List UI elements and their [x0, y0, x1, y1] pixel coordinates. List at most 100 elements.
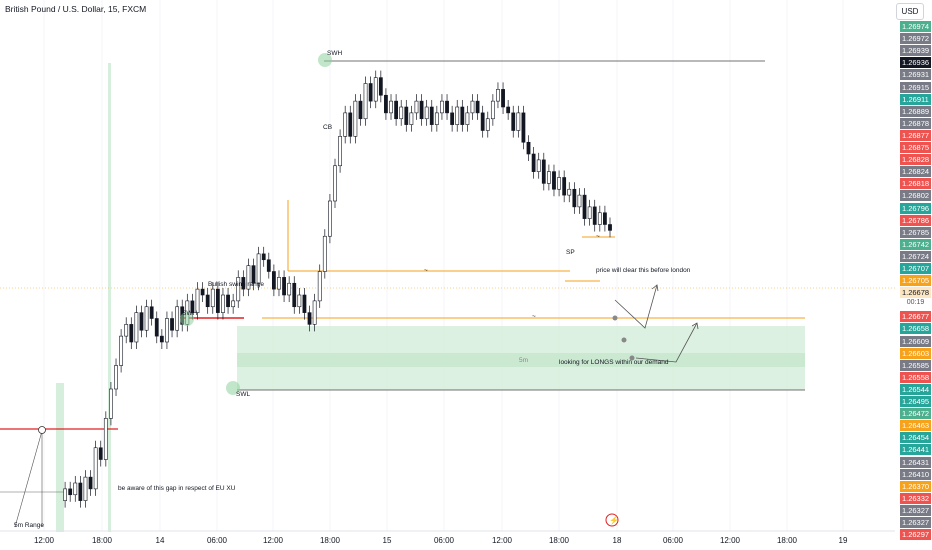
time-axis-label: 15	[382, 536, 392, 545]
candle-body	[440, 100, 444, 114]
candle-body	[200, 288, 205, 296]
price-axis-label: 1.26802	[900, 190, 931, 202]
time-axis-label: 12:00	[262, 536, 284, 545]
price-axis-label: 1.26939	[900, 45, 931, 57]
candle-body	[195, 288, 200, 313]
tilde-1: ~	[424, 267, 428, 274]
candle-body	[251, 265, 256, 284]
candle-body	[68, 488, 73, 496]
candle-body	[536, 159, 541, 172]
price-axis-label: 1.26495	[900, 396, 931, 407]
price-clear-label: price will clear this before london	[596, 267, 691, 274]
candle-body	[572, 188, 577, 208]
candle-body	[333, 165, 337, 202]
candle-body	[496, 89, 500, 102]
candles	[63, 70, 612, 508]
price-axis-label: 1.26911	[900, 93, 931, 105]
candle-body	[608, 224, 612, 231]
price-axis-label: 1.26544	[900, 383, 931, 395]
candle-body	[221, 294, 225, 313]
candle-body	[389, 100, 393, 114]
time-axis-label: 06:00	[433, 536, 455, 545]
candle-body	[348, 112, 353, 137]
price-axis-label: 1.26889	[900, 105, 931, 117]
candle-body	[159, 335, 164, 343]
swl-circle	[226, 381, 240, 395]
candle-body	[475, 100, 480, 114]
price-axis-label: 1.26431	[900, 456, 931, 468]
price-axis-label: 1.26603	[900, 347, 931, 359]
price-axis-label: 1.26936	[900, 57, 931, 69]
candle-body	[124, 324, 129, 337]
price-axis-label: 1.26677	[900, 311, 931, 323]
candle-body	[149, 306, 154, 319]
candle-body	[353, 100, 358, 137]
projection-arrow-1	[614, 284, 658, 329]
candle-body	[282, 277, 286, 296]
replay-icon[interactable]	[605, 513, 619, 527]
price-axis-label: 1.26558	[900, 371, 931, 383]
range-label: 5m Range	[14, 522, 44, 529]
candle-body	[378, 77, 383, 96]
candle-body	[338, 136, 342, 167]
price-axis-label: 1.26463	[900, 420, 931, 432]
projection-arrow-1-head	[651, 284, 659, 292]
candle-body	[419, 100, 424, 120]
candle-body	[292, 282, 297, 308]
candle-body	[404, 106, 409, 125]
candle-body	[134, 312, 139, 343]
price-axis-label: 1.26878	[900, 117, 931, 129]
session-highlight-2	[108, 63, 111, 532]
price-axis-label: 1.26974	[900, 21, 931, 32]
candle-body	[490, 100, 495, 120]
price-axis-label: 1.26915	[900, 81, 931, 93]
price-axis-label: 1.26454	[900, 432, 931, 444]
candle-body	[119, 335, 124, 366]
swh-top-label: SWH	[327, 50, 343, 57]
candle-body	[521, 112, 526, 143]
price-axis-label: 1.26724	[900, 250, 931, 262]
candle-body	[246, 265, 251, 290]
time-axis-label: 12:00	[719, 536, 741, 545]
bullish-swing-range-label: Bullish swing range	[208, 281, 265, 288]
price-countdown: 00:19	[906, 299, 925, 307]
candle-body	[577, 194, 582, 208]
candle-body	[445, 100, 449, 114]
measure-line	[14, 430, 43, 528]
candle-body	[190, 300, 195, 313]
candle-body	[465, 112, 470, 125]
time-axis-label: 18	[612, 536, 622, 545]
price-chart[interactable]: ⚡	[0, 0, 895, 532]
candle-body	[455, 106, 460, 125]
candle-body	[256, 253, 261, 284]
candle-body	[266, 259, 271, 272]
candle-body	[165, 318, 169, 343]
candle-body	[297, 294, 302, 308]
candle-body	[384, 94, 388, 114]
zone-marker-2	[621, 337, 627, 343]
candle-body	[343, 112, 348, 137]
candle-body	[562, 177, 567, 196]
candle-body	[429, 106, 434, 125]
swh-left-circle	[180, 312, 194, 326]
time-axis-label: 18:00	[776, 536, 798, 545]
price-axis-label: 1.26327	[900, 504, 931, 516]
tilde-3: ~	[596, 233, 600, 240]
candle-body	[271, 271, 276, 290]
price-axis-label: 1.26370	[900, 480, 931, 492]
gap-note-label: be aware of this gap in respect of EU XU	[118, 485, 236, 492]
level-marker-circle	[38, 426, 46, 434]
currency-button[interactable]: USD	[896, 3, 924, 20]
candle-body	[241, 277, 246, 290]
candle-body	[317, 271, 322, 302]
candle-body	[506, 106, 511, 114]
candle-body	[485, 118, 490, 131]
price-axis-label: 1.26707	[900, 263, 931, 274]
candle-body	[399, 106, 404, 120]
time-axis-label: 18:00	[319, 536, 341, 545]
candle-body	[83, 476, 88, 501]
price-axis-label: 1.26786	[900, 214, 931, 226]
tilde-2: ~	[532, 313, 536, 320]
candle-body	[109, 388, 113, 419]
candle-body	[144, 306, 149, 331]
